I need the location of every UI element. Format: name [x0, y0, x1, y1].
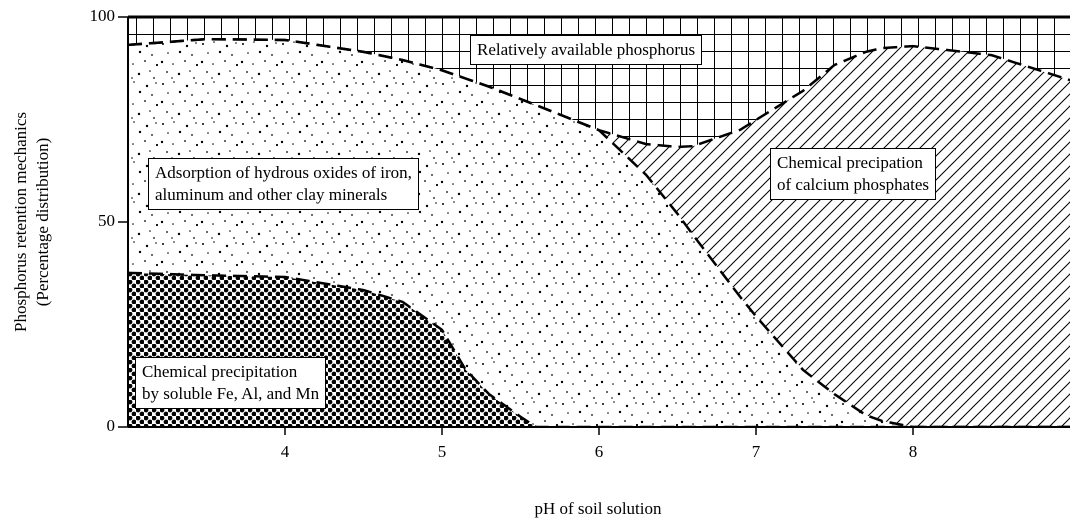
x-tick-label: 6	[595, 442, 604, 461]
x-tick-label: 5	[438, 442, 447, 461]
region-label: Adsorption of hydrous oxides of iron, al…	[148, 158, 419, 210]
y-tick-label: 50	[98, 211, 115, 230]
region-label: Relatively available phosphorus	[470, 35, 703, 65]
boundary	[128, 271, 1070, 427]
x-tick-label: 7	[752, 442, 761, 461]
y-axis-label: (Percentage distribution)	[33, 138, 52, 307]
x-tick-label: 4	[281, 442, 290, 461]
region-label: Chemical precipitation by soluble Fe, Al…	[135, 357, 327, 409]
area	[128, 39, 1070, 427]
y-axis-label: Phosphorus retention mechanics	[11, 112, 30, 332]
y-tick-label: 100	[90, 6, 116, 25]
area	[128, 17, 1070, 147]
x-axis-label: pH of soil solution	[534, 499, 662, 518]
area	[128, 272, 1070, 427]
x-tick-label: 8	[909, 442, 918, 461]
boundary	[128, 37, 1070, 149]
y-tick-label: 0	[107, 416, 116, 435]
area	[128, 39, 1070, 427]
areas	[128, 17, 1070, 427]
region-label: Chemical precipation of calcium phosphat…	[770, 148, 937, 200]
